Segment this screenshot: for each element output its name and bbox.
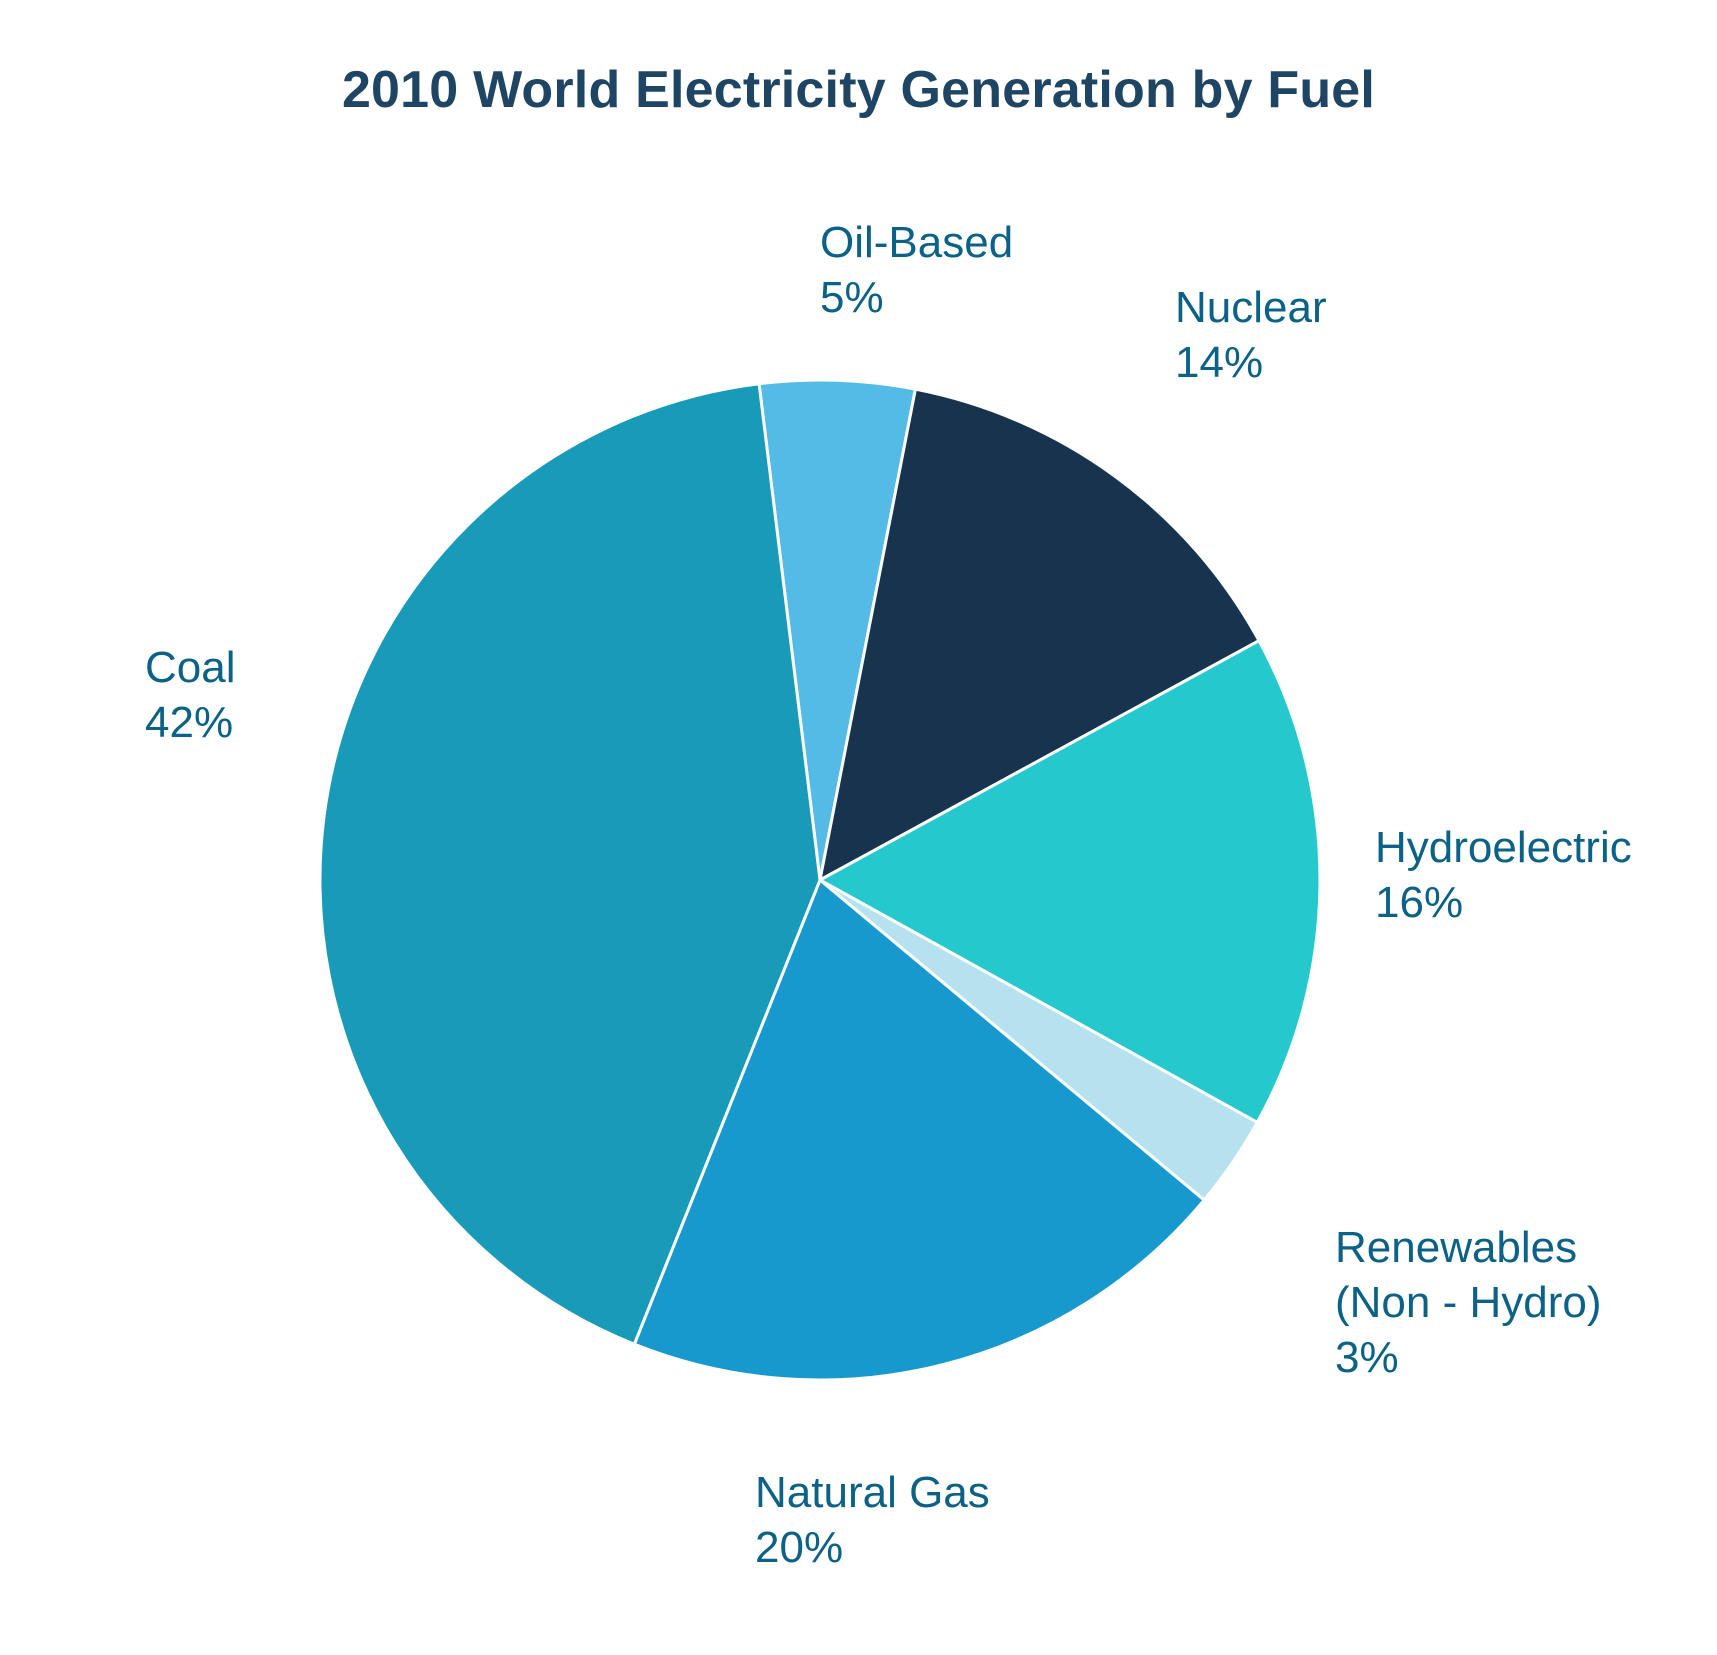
pie-chart-container: 2010 World Electricity Generation by Fue…: [0, 0, 1717, 1655]
slice-label-natural-gas: Natural Gas 20%: [755, 1465, 990, 1575]
slice-label-renewables-non-hydro-: Renewables (Non - Hydro) 3%: [1335, 1220, 1602, 1385]
slice-label-coal: Coal 42%: [145, 640, 236, 750]
slice-label-hydroelectric: Hydroelectric 16%: [1375, 820, 1632, 930]
slice-label-nuclear: Nuclear 14%: [1175, 280, 1327, 390]
slice-label-oil-based: Oil-Based 5%: [820, 215, 1013, 325]
